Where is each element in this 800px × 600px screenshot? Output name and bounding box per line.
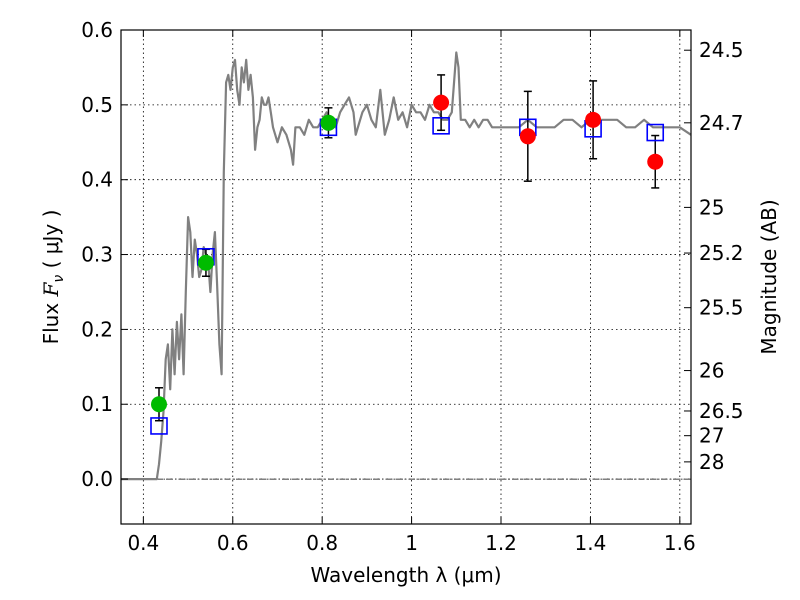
y-axis-label-unit: ( μJy ) bbox=[39, 210, 63, 275]
green-data-point bbox=[197, 254, 214, 271]
x-axis-label: Wavelength λ (μm) bbox=[310, 563, 501, 587]
frame-layer bbox=[120, 29, 692, 525]
y-tick-label: 0.6 bbox=[81, 18, 113, 42]
y2-tick-label: 25.2 bbox=[699, 241, 744, 265]
x-tick-label: 0.4 bbox=[127, 531, 159, 555]
y2-tick-label: 26.5 bbox=[699, 399, 744, 423]
y2-tick-label: 27 bbox=[699, 424, 724, 448]
red-data-point bbox=[647, 153, 664, 170]
y2-tick-label: 26 bbox=[699, 359, 724, 383]
red-data-point bbox=[519, 128, 536, 145]
label-layer: 0.4 0.6 0.8 1 1.2 1.4 1.6 0.0 0.1 0.2 0.3 0.4 0.5 0.6… bbox=[39, 18, 781, 587]
model-square-point bbox=[432, 117, 450, 135]
model-square-point bbox=[150, 417, 168, 435]
y-axis-label-subscript: ν bbox=[51, 275, 67, 283]
y-tick-label: 0.0 bbox=[81, 467, 113, 491]
red-data-point bbox=[585, 111, 602, 128]
x-tick-label: 1.2 bbox=[485, 531, 517, 555]
x-tick-label: 0.8 bbox=[306, 531, 338, 555]
data-layer bbox=[121, 51, 692, 481]
y2-tick-label: 25 bbox=[699, 195, 724, 219]
y-axis-label-symbol: F bbox=[39, 281, 63, 297]
green-data-point bbox=[320, 114, 337, 131]
model-square-point bbox=[646, 123, 665, 142]
x-tick-label: 1 bbox=[405, 531, 418, 555]
y2-axis-label: Magnitude (AB) bbox=[757, 199, 781, 354]
green-data-point bbox=[151, 396, 167, 413]
y2-tick-label: 25.5 bbox=[699, 296, 744, 320]
y-tick-label: 0.4 bbox=[81, 168, 113, 192]
y-tick-label: 0.1 bbox=[81, 392, 113, 416]
y-axis-label-prefix: Flux bbox=[39, 296, 63, 344]
y2-tick-label: 24.5 bbox=[699, 38, 744, 62]
y-axis-label: Flux Fν ( μJy ) bbox=[39, 210, 67, 345]
y-tick-label: 0.3 bbox=[81, 243, 113, 267]
red-data-point bbox=[433, 94, 450, 111]
plot-frame bbox=[120, 29, 692, 525]
y-tick-label: 0.5 bbox=[81, 93, 113, 117]
x-tick-label: 1.6 bbox=[664, 531, 696, 555]
y2-tick-label: 28 bbox=[699, 450, 724, 474]
y2-tick-label: 24.7 bbox=[699, 111, 744, 135]
y-tick-label: 0.2 bbox=[81, 317, 113, 341]
x-tick-label: 0.6 bbox=[217, 531, 249, 555]
x-tick-label: 1.4 bbox=[575, 531, 607, 555]
